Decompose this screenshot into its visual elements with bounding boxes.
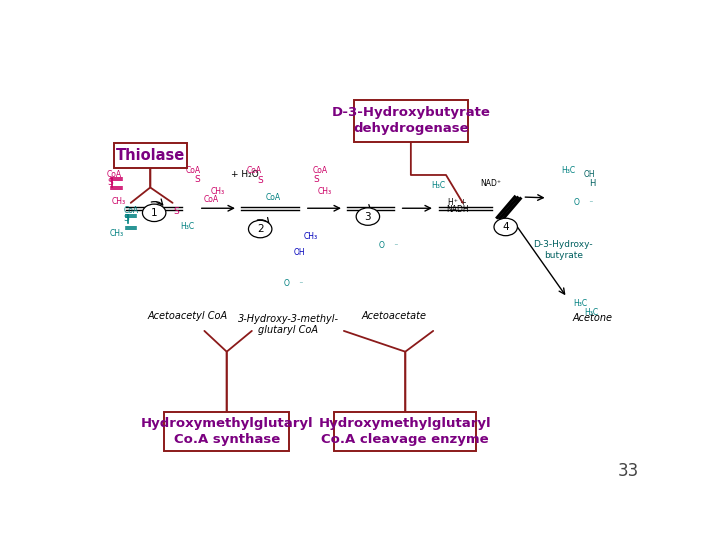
Text: H⁺ +: H⁺ + (448, 198, 467, 206)
Text: 3-Hydroxy-3-methyl-
glutaryl CoA: 3-Hydroxy-3-methyl- glutaryl CoA (238, 314, 338, 335)
Text: S: S (107, 178, 113, 187)
FancyBboxPatch shape (164, 413, 289, 451)
Text: H₃C: H₃C (562, 166, 576, 176)
Text: D-3-Hydroxybutyrate
dehydrogenase: D-3-Hydroxybutyrate dehydrogenase (331, 106, 490, 136)
Text: CoA: CoA (123, 206, 138, 215)
Text: CoA: CoA (107, 171, 122, 179)
Text: NADH: NADH (446, 205, 469, 214)
Text: CH₃: CH₃ (109, 229, 124, 238)
Text: 4: 4 (503, 222, 509, 232)
Text: Hydroxymethylglutaryl
Co.A synthase: Hydroxymethylglutaryl Co.A synthase (140, 417, 313, 446)
Text: Acetoacetate: Acetoacetate (361, 312, 427, 321)
Text: 1: 1 (151, 208, 158, 218)
Circle shape (248, 220, 272, 238)
Text: S: S (257, 176, 263, 185)
Text: 3: 3 (364, 212, 372, 221)
FancyBboxPatch shape (334, 413, 477, 451)
Text: S: S (123, 214, 129, 223)
Text: OH: OH (584, 171, 595, 179)
Text: H₃C: H₃C (432, 181, 446, 190)
Text: S: S (314, 174, 320, 184)
Circle shape (356, 208, 379, 225)
Text: Thiolase: Thiolase (116, 148, 185, 163)
Text: O    ⁻: O ⁻ (284, 279, 303, 288)
Text: D-3-Hydroxy-
butyrate: D-3-Hydroxy- butyrate (534, 240, 593, 260)
Text: H: H (589, 179, 595, 188)
Text: CoA: CoA (266, 193, 281, 202)
Text: Hydroxymethylglutaryl
Co.A cleavage enzyme: Hydroxymethylglutaryl Co.A cleavage enzy… (319, 417, 492, 446)
Text: H₃C: H₃C (584, 308, 598, 316)
Text: Acetoacetyl CoA: Acetoacetyl CoA (148, 312, 228, 321)
Text: CH₃: CH₃ (303, 232, 318, 241)
Text: H₃C: H₃C (181, 222, 194, 232)
Text: S: S (174, 207, 179, 215)
Text: 33: 33 (618, 462, 639, 481)
Text: CH₃: CH₃ (210, 187, 225, 196)
Text: CoA: CoA (313, 166, 328, 176)
Text: OH: OH (294, 248, 305, 257)
Text: H₃C: H₃C (573, 299, 587, 308)
Text: NAD⁺: NAD⁺ (480, 179, 501, 188)
Text: CH₃: CH₃ (112, 197, 126, 206)
Text: S: S (195, 174, 201, 184)
Circle shape (494, 218, 518, 235)
Circle shape (143, 204, 166, 221)
Text: CH₃: CH₃ (318, 187, 331, 196)
FancyBboxPatch shape (354, 100, 468, 141)
Text: O    ⁻: O ⁻ (574, 198, 593, 206)
Text: 2: 2 (257, 224, 264, 234)
Text: CoA: CoA (204, 195, 219, 205)
Text: O    ⁻: O ⁻ (379, 241, 398, 250)
Text: + H₂O: + H₂O (231, 171, 259, 179)
Text: Acetone: Acetone (572, 313, 612, 323)
Text: CoA: CoA (186, 166, 201, 176)
FancyBboxPatch shape (114, 143, 186, 168)
Text: CoA: CoA (247, 166, 262, 176)
